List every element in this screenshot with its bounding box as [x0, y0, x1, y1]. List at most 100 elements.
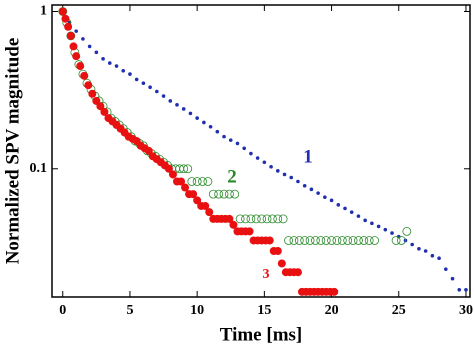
data-point: [450, 276, 455, 281]
data-point: [76, 62, 85, 71]
data-point: [198, 177, 207, 186]
data-point: [228, 138, 233, 142]
data-point: [203, 177, 213, 186]
data-point: [268, 214, 277, 224]
data-point: [66, 31, 75, 40]
data-point: [80, 71, 89, 80]
data-point: [81, 37, 85, 41]
x-tick-label: 20: [325, 303, 339, 318]
data-point: [100, 107, 109, 116]
data-point: [343, 206, 347, 211]
data-point: [222, 134, 226, 139]
data-point: [177, 177, 186, 186]
data-point: [225, 189, 234, 199]
data-point: [336, 203, 341, 207]
data-point: [128, 72, 132, 76]
data-point: [87, 44, 92, 49]
data-point: [192, 177, 202, 186]
data-point: [69, 42, 78, 51]
data-point: [305, 236, 315, 245]
data-point: [278, 214, 288, 224]
data-point: [101, 57, 105, 61]
data-point: [251, 214, 261, 224]
data-point: [402, 226, 412, 236]
data-point: [246, 214, 256, 224]
data-point: [430, 253, 435, 258]
data-point: [64, 22, 73, 31]
data-point: [187, 177, 197, 186]
x-tick-label: 10: [190, 303, 204, 318]
data-point: [208, 124, 213, 129]
data-point: [284, 236, 293, 245]
data-point: [208, 189, 218, 199]
data-point: [376, 224, 381, 229]
data-point: [396, 234, 401, 239]
data-point: [257, 214, 267, 224]
data-point: [235, 141, 240, 146]
data-point: [245, 227, 254, 236]
data-point: [114, 64, 119, 68]
data-point: [457, 288, 462, 292]
data-point: [444, 267, 448, 271]
data-point: [359, 236, 369, 245]
data-point: [249, 151, 253, 156]
data-point: [349, 210, 354, 214]
data-point: [179, 164, 189, 174]
data-point: [289, 236, 299, 245]
data-point: [107, 61, 112, 65]
data-point: [242, 146, 246, 151]
data-point: [72, 52, 81, 61]
plot-frame: [51, 4, 471, 298]
data-point: [337, 236, 347, 245]
data-point: [88, 89, 97, 98]
data-point: [84, 81, 93, 90]
data-point: [300, 236, 310, 245]
data-point: [148, 85, 152, 90]
data-point: [96, 102, 105, 111]
data-point: [316, 191, 320, 195]
data-point: [161, 94, 166, 98]
data-point: [464, 288, 468, 292]
data-point: [391, 236, 401, 245]
data-point: [144, 146, 153, 155]
data-point: [397, 236, 406, 245]
data-point: [423, 249, 428, 253]
x-tick-label: 0: [59, 303, 66, 318]
data-point: [323, 195, 327, 199]
data-point: [276, 169, 280, 173]
data-point: [214, 189, 224, 199]
data-point: [269, 164, 273, 169]
data-point: [348, 236, 358, 245]
data-point: [175, 103, 179, 107]
data-point: [363, 218, 367, 223]
x-tick-label: 15: [257, 303, 271, 318]
data-point: [205, 208, 214, 217]
y-tick-label: 1: [40, 4, 47, 19]
data-point: [265, 236, 274, 245]
data-point: [437, 256, 441, 261]
data-point: [225, 214, 234, 223]
data-point: [229, 220, 238, 229]
data-point: [168, 99, 173, 103]
series-label: 1: [303, 146, 313, 167]
data-point: [273, 214, 283, 224]
data-point: [364, 236, 374, 245]
data-point: [321, 236, 331, 245]
data-point: [370, 236, 379, 245]
data-point: [277, 259, 286, 268]
data-point: [316, 236, 326, 245]
data-point: [262, 160, 267, 165]
data-point: [329, 198, 334, 203]
data-point: [370, 221, 374, 226]
data-point: [94, 50, 99, 55]
data-point: [121, 68, 126, 73]
data-point: [193, 196, 202, 205]
data-point: [309, 187, 314, 192]
data-point: [417, 246, 421, 251]
y-axis-label: Normalized SPV magnitude: [2, 38, 23, 265]
data-point: [311, 236, 320, 245]
data-point: [383, 227, 388, 232]
data-point: [74, 29, 78, 33]
series-label: 3: [263, 267, 270, 282]
